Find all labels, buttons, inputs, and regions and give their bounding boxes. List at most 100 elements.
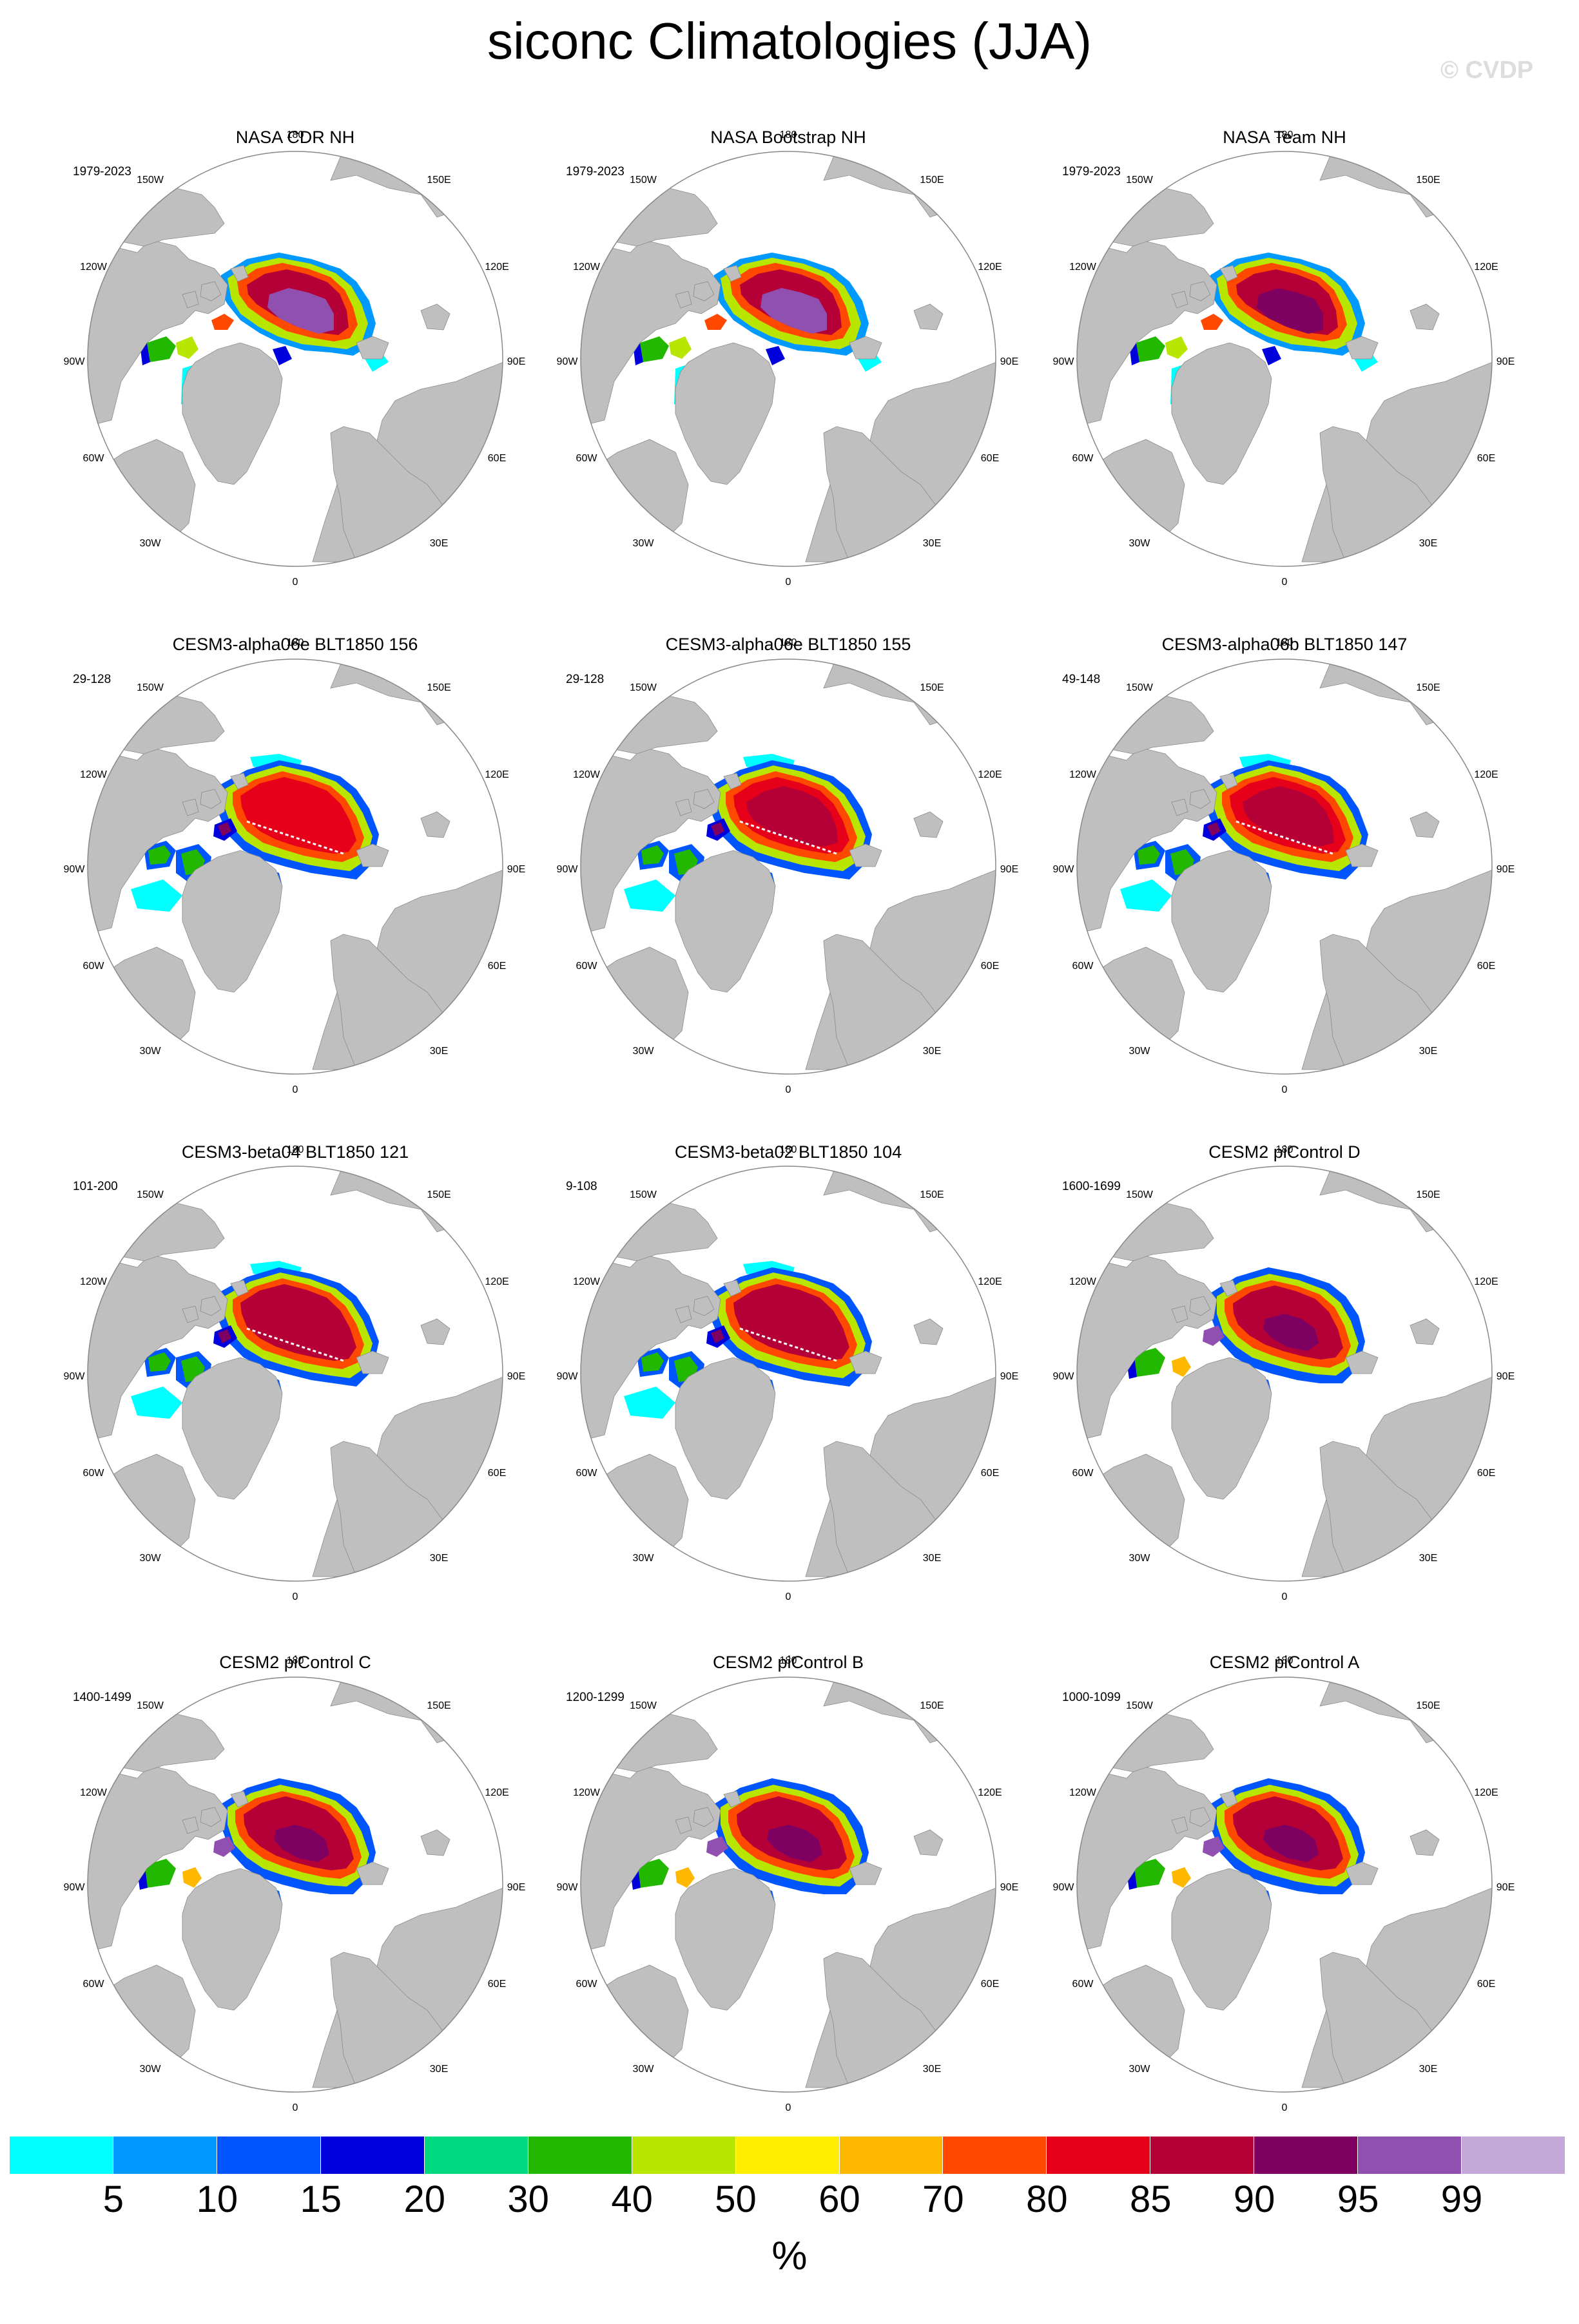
sea-ice-region [637,1859,669,1888]
longitude-label: 150E [1416,682,1440,693]
longitude-label: 30E [1419,1553,1437,1564]
longitude-label: 60W [1072,453,1094,464]
land-mass [182,798,199,816]
colorbar-unit-label: % [771,2234,808,2278]
land-mass [675,798,692,816]
longitude-label: 30E [430,1046,448,1057]
sea-ice-region [1203,1325,1225,1346]
land-mass [182,342,283,485]
sea-ice-region [1133,1348,1165,1377]
longitude-label: 90E [1497,1882,1515,1893]
longitude-label: 60E [981,1468,999,1479]
sea-ice-region [675,1867,695,1888]
map-boundary [580,1676,996,2093]
longitude-label: 120E [978,1787,1002,1798]
map-boundary [1076,658,1493,1075]
longitude-label: 0 [786,1084,791,1095]
sea-ice-region [1263,1825,1319,1862]
longitude-label: 30W [633,538,655,549]
land-mass [1171,798,1188,816]
polar-map: 180 150E 120E 90E 60E 30E 0 30W 60W 90W 120W 150W [1053,130,1515,588]
colorbar-tick-label: 10 [196,2178,238,2220]
longitude-label: 60W [1072,961,1094,972]
sea-ice-region [641,845,664,865]
longitude-label: 0 [786,2102,791,2113]
land-mass [1219,265,1238,282]
colorbar-tick-label: 40 [611,2178,653,2220]
colorbar-tick-label: 70 [922,2178,964,2220]
longitude-label: 90E [507,1882,525,1893]
panel-title: CESM3-alpha06e BLT1850 156 [172,635,418,654]
colorbar-swatch [1150,2137,1255,2174]
sea-ice-region [1133,1859,1165,1888]
land-mass [182,1305,199,1323]
longitude-label: 60E [1477,453,1495,464]
longitude-label: 120E [1474,1276,1498,1287]
sea-ice-region [211,314,234,330]
sea-ice-region [1243,786,1334,847]
polar-map: 180 150E 120E 90E 60E 30E 0 30W 60W 90W 120W 150W [557,130,1019,588]
colorbar-swatch [424,2137,528,2174]
land-mass [182,1816,199,1834]
colorbar-swatch [1047,2137,1151,2174]
panel-grid: NASA CDR NH 1979-2023 180 150E 120E 90E 60E 30E… [64,128,1515,2113]
land-mass [675,850,776,993]
panel-years: 29-128 [73,673,111,686]
polar-map: 180 150E 120E 90E 60E 30E 0 30W 60W 90W 120W 150W [64,638,526,1095]
sea-ice-region [1203,1836,1225,1857]
colorbar-swatch [320,2137,425,2174]
longitude-label: 60W [83,1468,105,1479]
colorbar-tick-label: 60 [819,2178,860,2220]
sea-ice-region [176,336,199,359]
land-mass [723,1280,742,1297]
land-mass [182,1868,283,2011]
longitude-label: 0 [293,1084,298,1095]
longitude-label: 0 [293,577,298,588]
longitude-label: 90W [557,1882,579,1893]
longitude-label: 120E [1474,769,1498,780]
land-mass [913,811,944,838]
longitude-label: 60W [1072,1979,1094,1990]
land-mass [675,342,776,485]
colorbar-swatch [528,2137,632,2174]
panel-years: 1979-2023 [1062,165,1121,178]
sea-ice-region [1172,1356,1191,1377]
sea-ice-region [147,336,176,362]
longitude-label: 150E [427,1700,450,1711]
sea-ice-region [1263,1314,1319,1351]
land-mass [1345,1861,1379,1885]
land-mass [200,789,222,809]
longitude-label: 120E [485,1276,509,1287]
sea-ice-region [746,1293,838,1354]
land-mass [675,1868,776,2011]
land-mass [1345,336,1379,360]
sea-ice-region [746,786,838,847]
longitude-label: 60E [488,453,506,464]
longitude-label: 120W [1069,262,1097,273]
longitude-label: 60W [576,453,598,464]
longitude-label: 90W [557,864,579,875]
longitude-label: 180 [1276,130,1293,140]
polar-map: 180 150E 120E 90E 60E 30E 0 30W 60W 90W 120W 150W [557,1145,1019,1602]
land-mass [182,291,199,309]
longitude-label: 30E [430,2064,448,2075]
map-boundary [1076,1166,1493,1582]
panel-title: CESM2 piControl D [1208,1142,1361,1162]
map-boundary [580,658,996,1075]
longitude-label: 30W [140,538,162,549]
land-mass [1409,1318,1440,1345]
land-mass [849,336,882,360]
map-boundary [1076,1676,1493,2093]
longitude-label: 150E [920,175,944,186]
sea-ice-region [131,1387,182,1419]
longitude-label: 60W [576,1979,598,1990]
longitude-label: 60E [488,961,506,972]
longitude-label: 90E [1497,1371,1515,1382]
land-mass [420,1318,450,1345]
map-boundary [1076,151,1493,567]
longitude-label: 120W [80,1276,108,1287]
land-mass [356,1350,389,1374]
longitude-label: 60W [83,453,105,464]
longitude-label: 150E [427,682,450,693]
sea-ice-region [1172,1867,1191,1888]
